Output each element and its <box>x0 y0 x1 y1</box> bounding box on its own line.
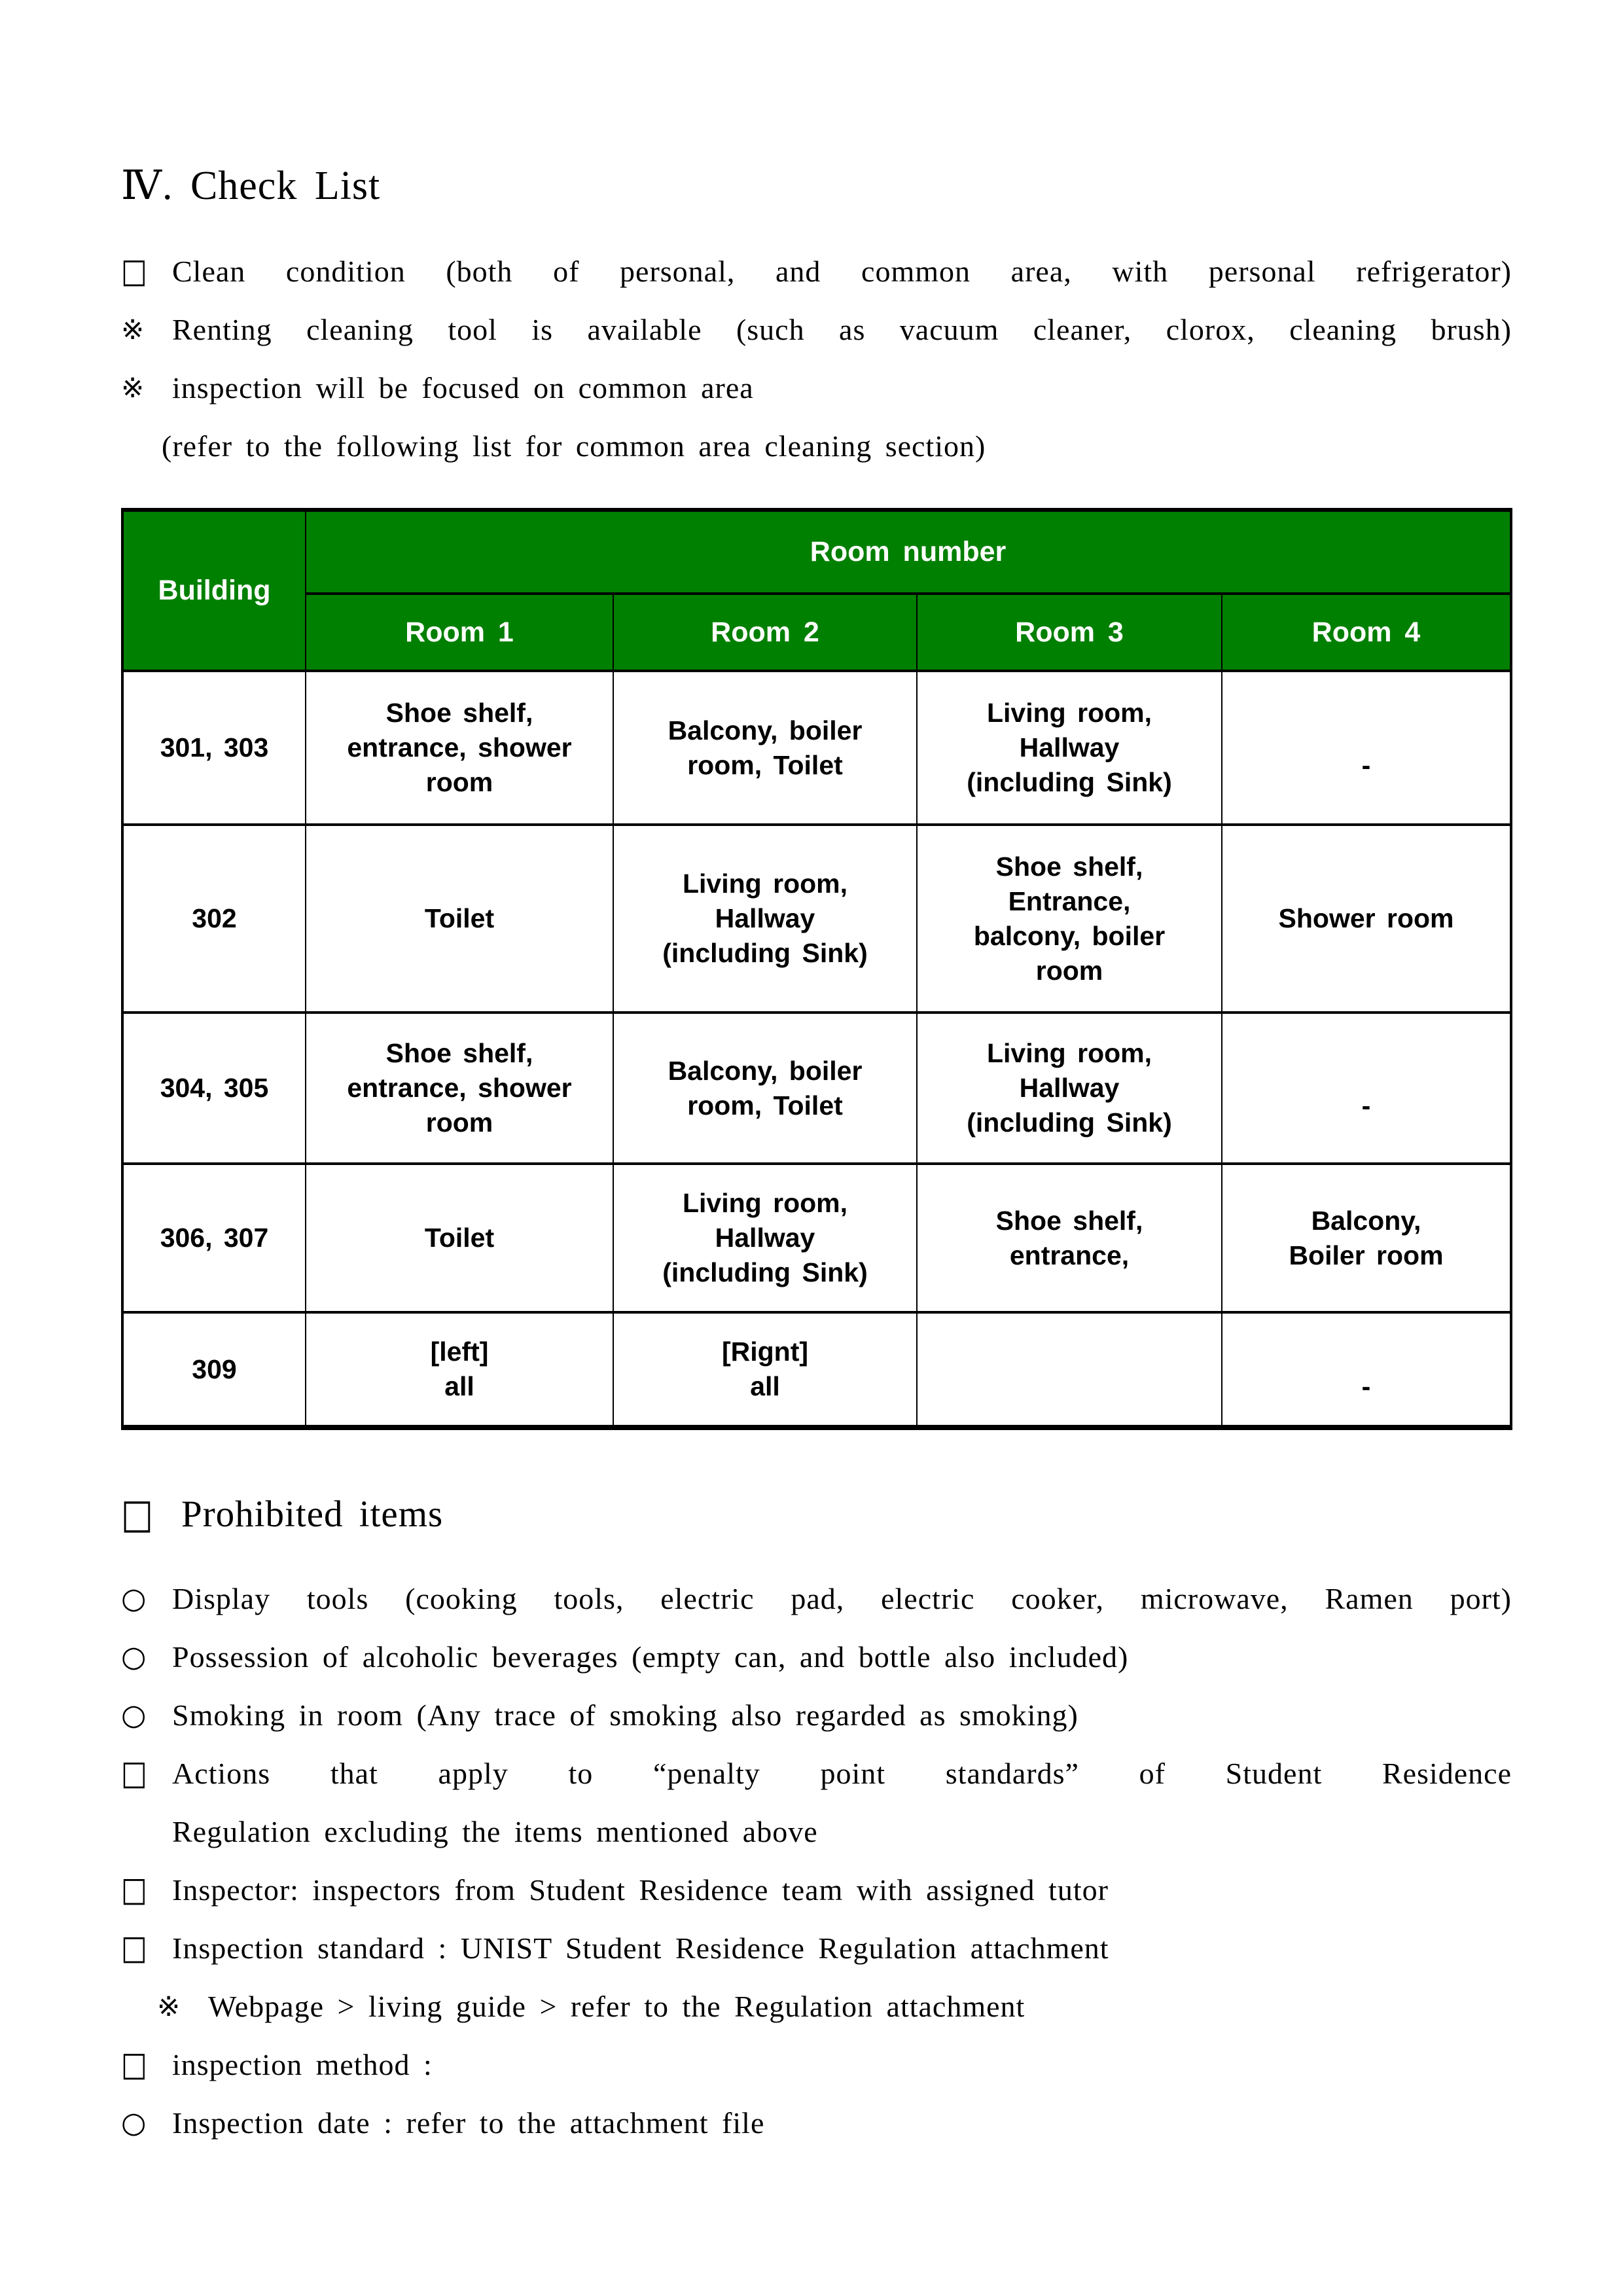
list-item-text: Inspector: inspectors from Student Resid… <box>172 1873 1109 1907</box>
header-cell-room-number: Room number <box>304 509 1512 595</box>
reference-mark-icon: ※ <box>121 372 145 404</box>
page-title: Ⅳ. Check List <box>121 164 381 208</box>
table-cell: Shoe shelf, entrance, <box>916 1162 1222 1314</box>
checkbox-icon: □ <box>121 1869 147 1909</box>
table-cell: - <box>1221 1311 1512 1429</box>
table-cell: Shoe shelf, entrance, shower room <box>305 1011 614 1165</box>
table-cell: - <box>1221 670 1512 826</box>
checkbox-icon: □ <box>121 1753 147 1793</box>
circle-bullet-icon: ○ <box>121 1640 147 1674</box>
list-item-text: (refer to the following list for common … <box>162 429 986 463</box>
list-item: □ Inspection standard : UNIST Student Re… <box>121 1919 1512 1977</box>
circle-bullet-icon: ○ <box>121 2106 147 2140</box>
list-item-text: Display tools (cooking tools, electric p… <box>172 1582 1512 1615</box>
table-cell: Living room, Hallway (including Sink) <box>613 823 918 1014</box>
list-item: □ inspection method : <box>121 2036 1512 2094</box>
header-cell-room4: Room 4 <box>1221 592 1512 672</box>
list-item-text: Clean condition (both of personal, and c… <box>172 255 1512 288</box>
table-cell: [left] all <box>305 1311 614 1429</box>
building-cell: 302 <box>122 823 306 1014</box>
table-cell: Shoe shelf, entrance, shower room <box>305 670 614 826</box>
prohibited-list: ○ Display tools (cooking tools, electric… <box>121 1570 1512 2152</box>
list-item-text: Inspection date : refer to the attachmen… <box>172 2106 765 2140</box>
header-cell-building: Building <box>122 509 306 672</box>
circle-bullet-icon: ○ <box>121 1698 147 1732</box>
list-item-text: inspection method : <box>172 2048 433 2081</box>
list-item-text: Inspection standard : UNIST Student Resi… <box>172 1931 1109 1965</box>
reference-mark-icon: ※ <box>157 1990 181 2022</box>
building-cell: 301, 303 <box>122 670 306 826</box>
list-item-text-block: Actions that apply to “penalty point sta… <box>172 1744 1512 1861</box>
table-cell: Shower room <box>1221 823 1512 1014</box>
table-header-row: Building Room number <box>122 509 1512 672</box>
table-cell: Toilet <box>305 1162 614 1314</box>
list-item: □ Actions that apply to “penalty point s… <box>121 1744 1512 1861</box>
list-item: ○ Inspection date : refer to the attachm… <box>121 2094 1512 2152</box>
checkbox-icon: □ <box>121 251 147 291</box>
list-item: ○ Display tools (cooking tools, electric… <box>121 1570 1512 1628</box>
list-item-text-continued: Regulation excluding the items mentioned… <box>172 1815 818 1848</box>
list-item: ○ Smoking in room (Any trace of smoking … <box>121 1686 1512 1744</box>
table-cell: Balcony, Boiler room <box>1221 1162 1512 1314</box>
table-row: 306, 307 Toilet Living room, Hallway (in… <box>122 1162 1512 1314</box>
cleaning-area-table: Building Room number Room 1 Room 2 Room … <box>121 508 1513 1430</box>
list-item-text: Actions that apply to “penalty point sta… <box>172 1757 1512 1790</box>
intro-list: □ Clean condition (both of personal, and… <box>121 242 1512 475</box>
checkbox-icon: □ <box>121 1928 147 1967</box>
list-item: ○ Possession of alcoholic beverages (emp… <box>121 1628 1512 1686</box>
list-item-text: Webpage > living guide > refer to the Re… <box>208 1990 1026 2023</box>
table-subheader-row: Room 1 Room 2 Room 3 Room 4 <box>122 592 1512 672</box>
list-item-text: inspection will be focused on common are… <box>172 371 754 404</box>
header-cell-room1: Room 1 <box>305 592 614 672</box>
list-item: ※ Webpage > living guide > refer to the … <box>121 1977 1512 2036</box>
table-row: 309 [left] all [Rignt] all - <box>122 1311 1512 1429</box>
header-cell-room3: Room 3 <box>916 592 1222 672</box>
header-cell-room2: Room 2 <box>613 592 918 672</box>
building-cell: 309 <box>122 1311 306 1429</box>
list-item: □ Clean condition (both of personal, and… <box>121 242 1512 300</box>
table-row: 302 Toilet Living room, Hallway (includi… <box>122 823 1512 1014</box>
checkbox-icon: □ <box>121 2044 147 2084</box>
list-item: ※ Renting cleaning tool is available (su… <box>121 300 1512 359</box>
prohibited-items-heading: □ Prohibited items <box>121 1490 1512 1537</box>
list-item-text: Possession of alcoholic beverages (empty… <box>172 1640 1129 1674</box>
table-cell <box>916 1311 1222 1429</box>
section-title: Prohibited items <box>181 1494 444 1535</box>
list-item: ※ inspection will be focused on common a… <box>121 359 1512 417</box>
list-item: (refer to the following list for common … <box>121 417 1512 475</box>
list-item: □ Inspector: inspectors from Student Res… <box>121 1861 1512 1919</box>
list-item-text: Renting cleaning tool is available (such… <box>172 313 1512 346</box>
list-item-text: Smoking in room (Any trace of smoking al… <box>172 1698 1079 1732</box>
table-row: 301, 303 Shoe shelf, entrance, shower ro… <box>122 670 1512 826</box>
checkbox-icon: □ <box>121 1490 154 1537</box>
table-row: 304, 305 Shoe shelf, entrance, shower ro… <box>122 1011 1512 1165</box>
table-cell: Balcony, boiler room, Toilet <box>613 1011 918 1165</box>
table-cell: - <box>1221 1011 1512 1165</box>
table-cell: Living room, Hallway (including Sink) <box>613 1162 918 1314</box>
reference-mark-icon: ※ <box>121 314 145 346</box>
table-cell: Shoe shelf, Entrance, balcony, boiler ro… <box>916 823 1222 1014</box>
table-cell: Living room, Hallway (including Sink) <box>916 1011 1222 1165</box>
table-cell: Balcony, boiler room, Toilet <box>613 670 918 826</box>
table-cell: Toilet <box>305 823 614 1014</box>
table-cell: Living room, Hallway (including Sink) <box>916 670 1222 826</box>
building-cell: 306, 307 <box>122 1162 306 1314</box>
circle-bullet-icon: ○ <box>121 1582 147 1615</box>
building-cell: 304, 305 <box>122 1011 306 1165</box>
table-cell: [Rignt] all <box>613 1311 918 1429</box>
